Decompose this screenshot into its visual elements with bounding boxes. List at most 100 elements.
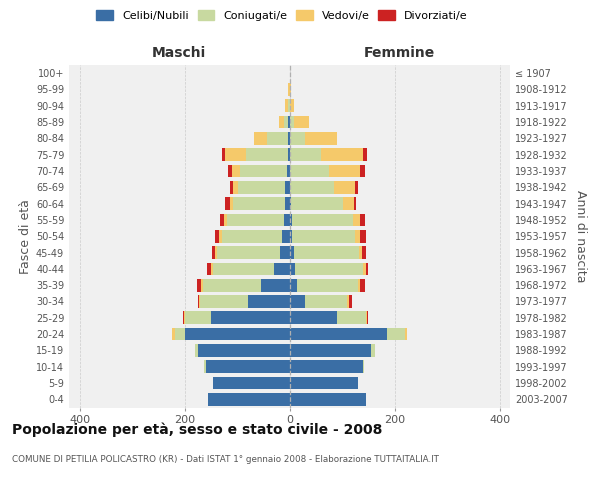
Bar — [361, 279, 365, 291]
Bar — [347, 295, 349, 308]
Bar — [175, 328, 185, 340]
Bar — [211, 262, 214, 275]
Bar — [290, 344, 371, 357]
Bar — [233, 181, 238, 194]
Bar — [321, 148, 363, 161]
Bar — [227, 214, 284, 226]
Bar — [294, 246, 359, 259]
Bar — [208, 393, 290, 406]
Bar — [353, 198, 356, 210]
Bar — [290, 376, 358, 390]
Bar — [284, 116, 289, 128]
Bar — [207, 262, 211, 275]
Bar — [185, 312, 211, 324]
Bar — [358, 279, 361, 291]
Bar — [260, 279, 290, 291]
Bar — [214, 376, 290, 390]
Y-axis label: Fasce di età: Fasce di età — [19, 199, 32, 274]
Bar — [295, 262, 363, 275]
Bar — [254, 132, 268, 145]
Bar — [205, 360, 290, 373]
Bar — [212, 246, 215, 259]
Bar — [274, 262, 290, 275]
Bar — [290, 214, 292, 226]
Bar — [355, 230, 361, 242]
Bar — [287, 164, 290, 177]
Bar — [233, 198, 286, 210]
Bar — [353, 214, 361, 226]
Bar — [363, 148, 367, 161]
Bar — [290, 279, 298, 291]
Bar — [294, 116, 310, 128]
Bar — [222, 148, 225, 161]
Bar — [298, 279, 358, 291]
Bar — [290, 262, 295, 275]
Bar — [282, 230, 290, 242]
Bar — [280, 246, 290, 259]
Bar — [359, 246, 362, 259]
Bar — [290, 393, 365, 406]
Bar — [290, 148, 321, 161]
Bar — [239, 164, 287, 177]
Bar — [227, 164, 232, 177]
Bar — [246, 148, 288, 161]
Bar — [290, 360, 363, 373]
Legend: Celibi/Nubili, Coniugati/e, Vedovi/e, Divorziati/e: Celibi/Nubili, Coniugati/e, Vedovi/e, Di… — [92, 6, 472, 25]
Bar — [337, 312, 365, 324]
Bar — [343, 198, 353, 210]
Text: Maschi: Maschi — [152, 46, 206, 60]
Bar — [219, 230, 222, 242]
Bar — [211, 312, 290, 324]
Bar — [290, 198, 343, 210]
Bar — [365, 312, 367, 324]
Bar — [361, 214, 365, 226]
Bar — [202, 279, 203, 291]
Bar — [355, 181, 358, 194]
Bar — [185, 328, 290, 340]
Bar — [289, 83, 290, 96]
Bar — [290, 328, 386, 340]
Bar — [220, 214, 224, 226]
Bar — [286, 181, 290, 194]
Bar — [361, 164, 365, 177]
Bar — [288, 100, 290, 112]
Bar — [363, 262, 365, 275]
Bar — [329, 164, 361, 177]
Bar — [286, 198, 290, 210]
Bar — [195, 344, 197, 357]
Bar — [290, 100, 294, 112]
Bar — [232, 164, 239, 177]
Bar — [279, 116, 284, 128]
Bar — [290, 230, 292, 242]
Bar — [222, 230, 282, 242]
Bar — [217, 246, 280, 259]
Bar — [286, 100, 288, 112]
Bar — [197, 295, 199, 308]
Bar — [290, 295, 305, 308]
Bar — [386, 328, 405, 340]
Bar — [289, 132, 290, 145]
Bar — [290, 312, 337, 324]
Bar — [200, 295, 248, 308]
Bar — [225, 148, 246, 161]
Bar — [292, 214, 353, 226]
Bar — [367, 312, 368, 324]
Bar — [248, 295, 290, 308]
Bar — [214, 262, 274, 275]
Text: Femmine: Femmine — [364, 46, 436, 60]
Bar — [362, 246, 366, 259]
Bar — [197, 344, 290, 357]
Bar — [405, 328, 407, 340]
Bar — [290, 181, 334, 194]
Bar — [289, 116, 290, 128]
Bar — [230, 198, 233, 210]
Bar — [290, 132, 305, 145]
Bar — [197, 279, 202, 291]
Bar — [230, 181, 233, 194]
Bar — [268, 132, 289, 145]
Y-axis label: Anni di nascita: Anni di nascita — [574, 190, 587, 282]
Bar — [215, 246, 217, 259]
Bar — [363, 360, 364, 373]
Text: Popolazione per età, sesso e stato civile - 2008: Popolazione per età, sesso e stato civil… — [12, 422, 382, 437]
Bar — [290, 116, 294, 128]
